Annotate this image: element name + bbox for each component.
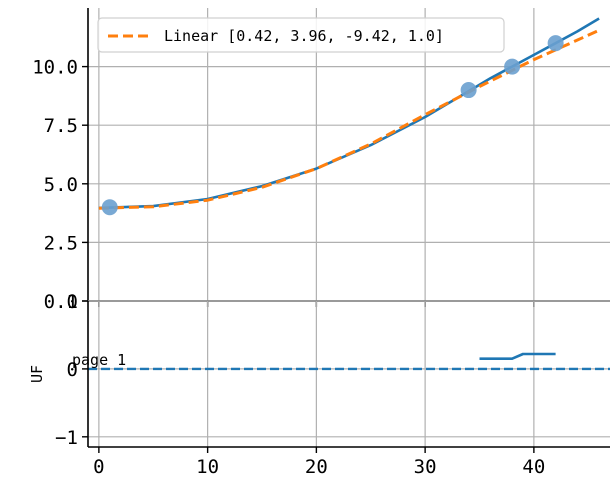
top-ytick-label-4: 10.0 xyxy=(32,57,78,79)
top-data-point-3 xyxy=(547,35,564,52)
bottom-xtick-label-2: 20 xyxy=(305,456,328,478)
top-ytick-label-0: 0.0 xyxy=(44,291,78,313)
top-data-point-0 xyxy=(101,199,118,216)
bottom-ytick-label-2: 1 xyxy=(67,291,78,313)
top-legend-box xyxy=(97,17,505,53)
bottom-xtick-label-3: 30 xyxy=(414,456,437,478)
top-legend-label-0: Linear [0.42, 3.96, -9.42, 1.0] xyxy=(164,27,444,45)
bottom-series-0 xyxy=(479,352,556,360)
bottom-ytick-label-0: −1 xyxy=(55,427,78,449)
top-series-1 xyxy=(98,28,600,210)
top-ytick-label-2: 5.0 xyxy=(44,174,78,196)
top-ytick-label-3: 7.5 xyxy=(44,115,78,137)
top-panel: 0.0 2.5 5.0 7.5 10.0 Linear [0.42, 3.96, -9.4… xyxy=(32,8,610,313)
top-legend: Linear [0.42, 3.96, -9.42, 1.0] xyxy=(97,17,505,53)
top-ytick-label-1: 2.5 xyxy=(44,232,78,254)
bottom-xtick-label-1: 10 xyxy=(196,456,219,478)
top-data-point-1 xyxy=(460,82,477,99)
bottom-annotation: page 1 xyxy=(72,351,126,369)
top-data-point-2 xyxy=(504,58,521,75)
bottom-ylabel: UF xyxy=(28,365,46,383)
bottom-xtick-label-4: 40 xyxy=(522,456,545,478)
bottom-ytick-label-1: 0 xyxy=(67,359,78,381)
bottom-xtick-label-0: 0 xyxy=(93,456,104,478)
